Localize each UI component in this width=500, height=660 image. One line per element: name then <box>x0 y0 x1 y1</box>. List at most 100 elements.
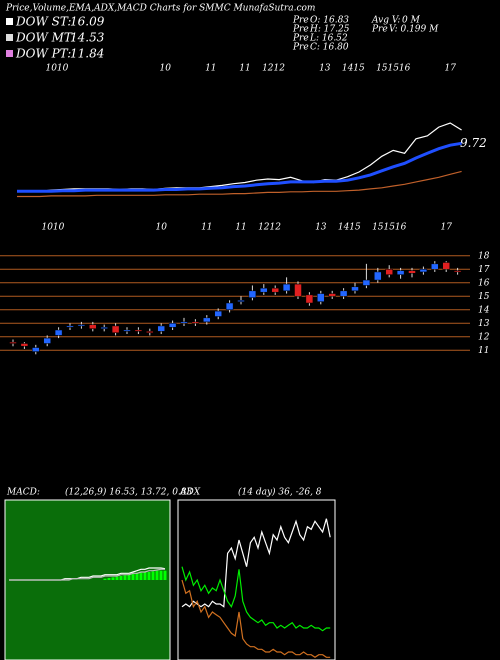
candle-body <box>431 263 439 270</box>
candle-body <box>237 300 245 302</box>
x-tick-label: 17 <box>440 223 452 233</box>
y-tick-label: 15 <box>478 292 490 302</box>
info-value: L: 16.52 <box>309 34 348 44</box>
candle-body <box>77 324 86 327</box>
series-line <box>181 579 331 659</box>
series-line <box>181 518 331 608</box>
panel-title: MACD: <box>6 488 40 498</box>
candle-body <box>282 283 291 292</box>
candle-body <box>89 324 97 329</box>
histogram-bar <box>111 577 115 580</box>
candle-body <box>203 317 211 323</box>
info-label: Pre <box>292 25 309 35</box>
x-tick-label: 10 <box>53 223 65 233</box>
x-tick-label: 10 <box>159 64 171 74</box>
histogram-bar <box>155 570 159 580</box>
x-tick-label: 16 <box>399 64 411 74</box>
candle-body <box>225 302 234 310</box>
info-value: O: 16.83 <box>310 16 349 26</box>
histogram-bar <box>147 572 151 580</box>
candle-body <box>374 271 382 281</box>
candle-body <box>66 325 74 328</box>
panel-title: ADX <box>179 488 201 498</box>
y-tick-label: 13 <box>478 319 490 329</box>
candle-body <box>248 290 257 298</box>
x-tick-label: 14 <box>338 223 350 233</box>
histogram-bar <box>131 574 135 580</box>
info-label: Pre <box>292 16 309 26</box>
histogram-bar <box>107 578 111 580</box>
y-tick-label: 18 <box>478 251 490 261</box>
x-tick-label: 12 <box>269 223 281 233</box>
legend-value: 16.09 <box>70 15 105 29</box>
candle-body <box>146 331 154 333</box>
candle-body <box>180 321 188 324</box>
histogram-bar <box>159 570 163 580</box>
y-tick-label: 12 <box>478 332 490 342</box>
x-tick-label: 15 <box>372 223 384 233</box>
histogram-bar <box>139 572 143 580</box>
histogram-bar <box>151 571 155 580</box>
candle-body <box>54 329 63 336</box>
series-line <box>17 170 462 198</box>
y-tick-label: 17 <box>478 265 490 275</box>
info-value: C: 16.80 <box>310 43 349 53</box>
candle-body <box>123 329 131 332</box>
legend-label: DOW ST: <box>15 15 71 29</box>
histogram-bar <box>115 576 119 580</box>
candle-body <box>339 290 348 297</box>
panel-subtitle: (12,26,9) 16.53, 13.72, 0.83 <box>65 487 193 498</box>
x-tick-label: 11 <box>201 223 212 233</box>
x-tick-label: 12 <box>273 64 285 74</box>
candle-body <box>214 310 222 317</box>
x-tick-label: 11 <box>239 64 250 74</box>
x-tick-label: 15 <box>383 223 395 233</box>
x-tick-label: 15 <box>376 64 388 74</box>
candle-body <box>100 327 108 329</box>
x-tick-label: 10 <box>155 223 167 233</box>
candle-body <box>305 294 314 304</box>
candle-body <box>408 270 416 274</box>
candle-body <box>9 341 17 344</box>
x-tick-label: 12 <box>262 64 274 74</box>
x-tick-label: 12 <box>258 223 270 233</box>
candle-body <box>351 286 359 292</box>
legend-value: 14.53 <box>70 31 105 45</box>
candle-body <box>168 323 177 328</box>
y-tick-label: 16 <box>478 278 490 288</box>
legend-label: DOW PT: <box>15 47 71 61</box>
end-label: 9.72 <box>460 136 487 150</box>
x-tick-label: 15 <box>349 223 361 233</box>
series-line <box>9 568 165 581</box>
legend-swatch <box>6 34 13 41</box>
legend-swatch <box>6 50 13 57</box>
info-label: Avg V: <box>371 16 400 26</box>
series-line <box>17 141 462 193</box>
candle-body <box>396 270 405 275</box>
info-value: V: 0.199 M <box>389 25 439 35</box>
x-tick-label: 11 <box>205 64 216 74</box>
candle-body <box>271 287 279 293</box>
legend-label: DOW MT: <box>15 31 76 45</box>
x-tick-label: 16 <box>395 223 407 233</box>
x-tick-label: 15 <box>353 64 365 74</box>
x-tick-label: 13 <box>315 223 327 233</box>
candle-body <box>32 347 40 352</box>
candle-body <box>111 325 120 333</box>
x-tick-label: 14 <box>342 64 354 74</box>
x-tick-label: 13 <box>319 64 331 74</box>
histogram-bar <box>123 575 127 580</box>
candle-body <box>419 269 428 273</box>
histogram-bar <box>103 578 107 580</box>
candle-body <box>20 343 29 347</box>
histogram-bar <box>127 574 131 580</box>
page-title: Price,Volume,EMA,ADX,MACD Charts for SMM… <box>5 4 315 14</box>
info-label: Pre <box>292 34 309 44</box>
candle-body <box>294 283 302 297</box>
y-tick-label: 11 <box>478 346 489 356</box>
info-label: Pre <box>292 43 309 53</box>
candle-body <box>43 337 51 344</box>
info-value: H: 17.25 <box>309 25 350 35</box>
info-label: Pre <box>371 25 388 35</box>
